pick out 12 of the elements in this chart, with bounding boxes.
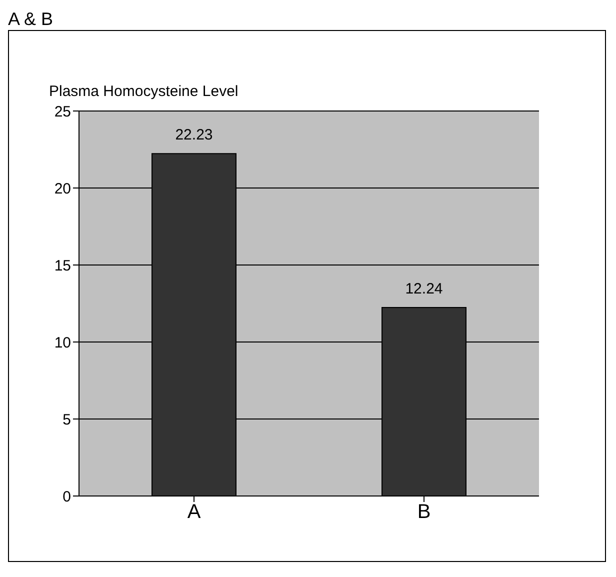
y-tick-label: 20 — [54, 180, 71, 198]
data-label: 22.23 — [175, 126, 213, 144]
chart-title: A & B — [8, 8, 54, 30]
y-tick-label: 10 — [54, 334, 71, 352]
y-tick-label: 15 — [54, 257, 71, 274]
y-tick-label: 5 — [62, 411, 71, 428]
x-tick-label: B — [417, 501, 431, 524]
y-axis-title: Plasma Homocysteine Level — [49, 83, 238, 100]
x-tick-label: A — [187, 501, 202, 524]
data-label: 12.24 — [405, 280, 443, 298]
y-tick-label: 0 — [62, 488, 71, 506]
y-tick-label: 25 — [54, 103, 71, 120]
